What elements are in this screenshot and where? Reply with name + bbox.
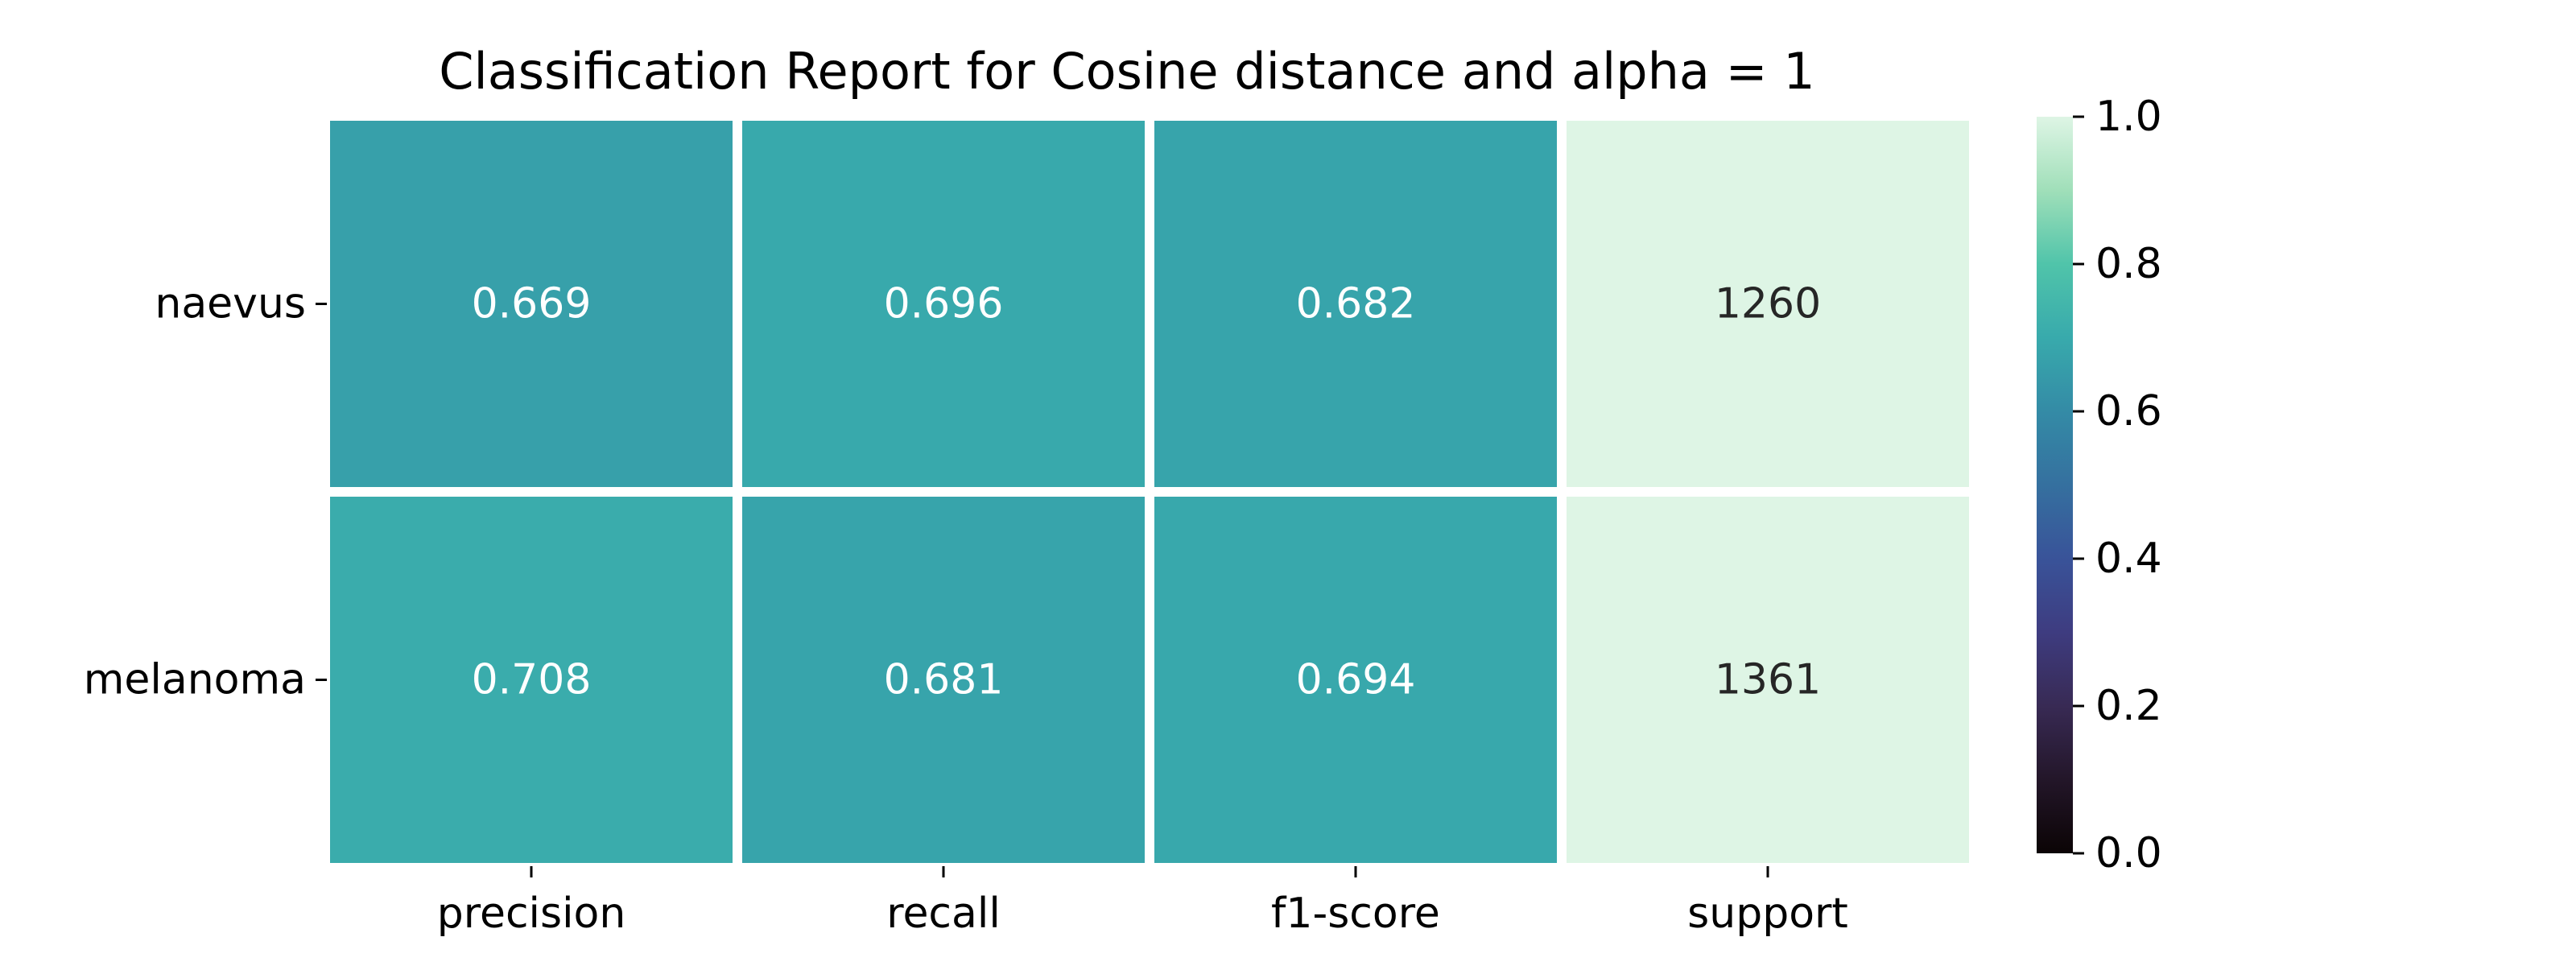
heatmap-cell-labels: 0.669 0.696 0.682 1260 0.708 0.681 0.694 1361 (472, 280, 1822, 704)
colorbar-tick-label-0.6: 0.6 (2095, 387, 2162, 436)
colorbar-tick-label-0.0: 0.0 (2095, 829, 2162, 877)
colorbar: 0.0 0.2 0.4 0.6 0.8 1.0 (2037, 93, 2162, 877)
colorbar-tick-label-0.2: 0.2 (2095, 682, 2162, 730)
cell-naevus-precision (330, 121, 733, 487)
cell-label-naevus-support: 1260 (1715, 280, 1821, 328)
cell-melanoma-f1-score (1154, 497, 1557, 863)
x-tick-label-precision: precision (437, 890, 626, 938)
x-tick-label-support: support (1687, 890, 1848, 938)
cell-label-naevus-precision: 0.669 (472, 280, 592, 328)
cell-label-melanoma-precision: 0.708 (472, 656, 592, 704)
y-tick-label-naevus: naevus (155, 280, 306, 328)
cell-label-melanoma-support: 1361 (1715, 656, 1821, 704)
y-tick-label-melanoma: melanoma (84, 656, 306, 704)
cell-naevus-support (1567, 121, 1969, 487)
chart-title: Classification Report for Cosine distanc… (439, 42, 1814, 101)
colorbar-tick-label-1.0: 1.0 (2095, 93, 2162, 141)
heatmap-cells (330, 121, 1969, 863)
y-axis: naevus melanoma (84, 280, 327, 704)
colorbar-tick-label-0.8: 0.8 (2095, 240, 2162, 288)
cell-naevus-f1-score (1154, 121, 1557, 487)
colorbar-tick-label-0.4: 0.4 (2095, 535, 2162, 583)
x-tick-label-recall: recall (886, 890, 1001, 938)
cell-label-naevus-recall: 0.696 (884, 280, 1004, 328)
cell-label-naevus-f1-score: 0.682 (1296, 280, 1416, 328)
cell-naevus-recall (742, 121, 1145, 487)
x-tick-label-f1-score: f1-score (1271, 890, 1440, 938)
cell-label-melanoma-recall: 0.681 (884, 656, 1004, 704)
colorbar-gradient (2037, 117, 2073, 853)
x-axis: precision recall f1-score support (437, 866, 1848, 938)
colorbar-ticks: 0.0 0.2 0.4 0.6 0.8 1.0 (2073, 93, 2162, 877)
cell-label-melanoma-f1-score: 0.694 (1296, 656, 1416, 704)
cell-melanoma-recall (742, 497, 1145, 863)
cell-melanoma-precision (330, 497, 733, 863)
cell-melanoma-support (1567, 497, 1969, 863)
